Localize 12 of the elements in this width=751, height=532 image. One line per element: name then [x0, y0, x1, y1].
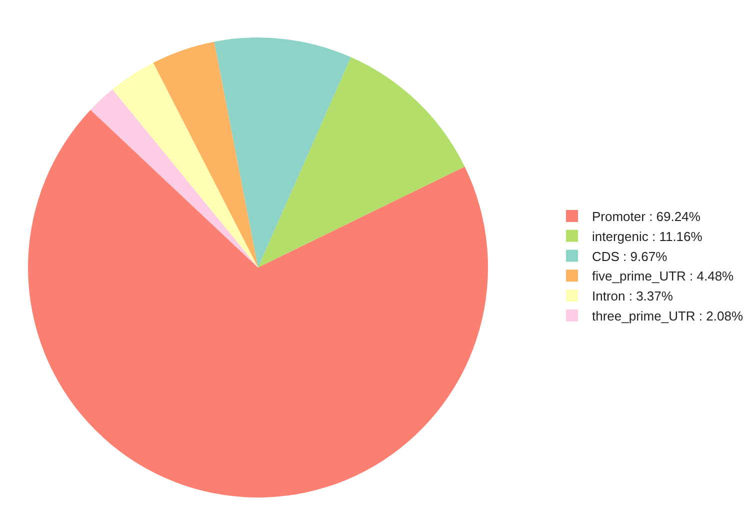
- pie-slice: [28, 110, 488, 498]
- pie-slice: [112, 62, 258, 268]
- legend-label: Promoter : 69.24%: [592, 209, 701, 224]
- legend-label: five_prime_UTR : 4.48%: [592, 268, 734, 284]
- legend-label: three_prime_UTR : 2.08%: [592, 308, 744, 324]
- pie-slice: [214, 38, 351, 268]
- legend-label: intergenic : 11.16%: [592, 228, 703, 244]
- pie-slice: [90, 89, 258, 268]
- pie-slice: [258, 57, 465, 268]
- pie-slice: [153, 42, 258, 268]
- legend-label: CDS : 9.67%: [592, 248, 668, 264]
- legend-label: Intron : 3.37%: [592, 288, 674, 304]
